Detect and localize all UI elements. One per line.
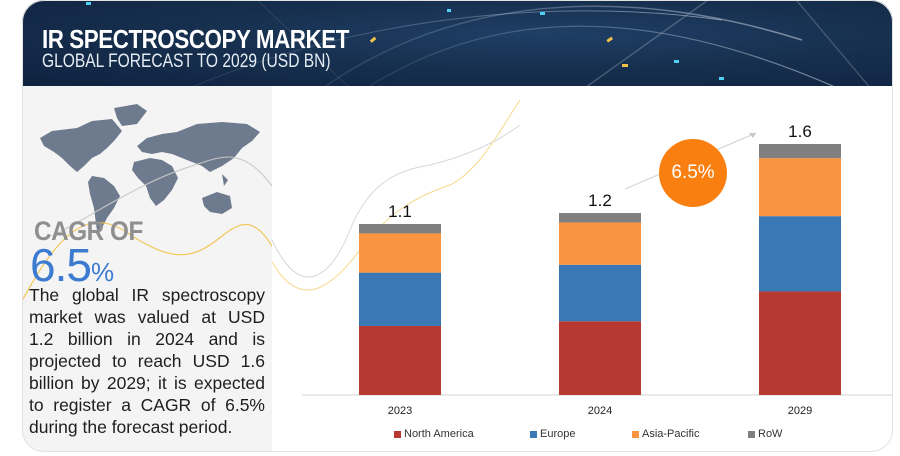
legend-swatch-icon <box>632 430 639 438</box>
x-tick-label-2023: 2023 <box>388 405 412 417</box>
fiber-optic-decoration <box>86 0 870 86</box>
total-label-2023: 1.1 <box>388 202 412 221</box>
card-frame <box>22 0 893 452</box>
legend-item-north-america: North America <box>394 428 474 440</box>
x-tick-label-2024: 2024 <box>588 405 612 417</box>
page-title: IR SPECTROSCOPY MARKET <box>42 24 349 54</box>
legend-item-row: RoW <box>748 428 782 440</box>
legend-swatch-icon <box>748 430 755 438</box>
bar-segment-europe-2023 <box>359 272 441 326</box>
bar-segment-north-america-2029 <box>759 291 841 395</box>
bar-segment-europe-2029 <box>759 216 841 292</box>
cagr-number: 6.5 <box>30 239 92 291</box>
cagr-percent-sign: % <box>90 257 114 287</box>
total-label-2029: 1.6 <box>788 122 812 141</box>
bar-segment-north-america-2024 <box>559 321 641 395</box>
summary-panel: CAGR OF 6.5% The global IR spectroscopy … <box>22 86 272 452</box>
cagr-bubble: 6.5% <box>659 139 727 207</box>
legend-label: RoW <box>758 428 783 440</box>
cagr-value: 6.5% <box>30 238 114 292</box>
x-tick-label-2029: 2029 <box>788 405 812 417</box>
legend-label: Europe <box>540 428 576 440</box>
bar-segment-europe-2024 <box>559 264 641 322</box>
legend-label: North America <box>404 428 474 440</box>
growth-arrow-head-icon <box>749 133 756 138</box>
legend-item-asia-pacific: Asia-Pacific <box>632 428 699 440</box>
legend-swatch-icon <box>530 430 537 438</box>
world-map-icon <box>22 104 272 302</box>
legend-item-europe: Europe <box>530 428 575 440</box>
decorative-gold-curve <box>271 99 521 291</box>
legend-label: Asia-Pacific <box>642 428 700 440</box>
bar-segment-asia-pacific-2029 <box>759 158 841 217</box>
legend-swatch-icon <box>394 430 401 438</box>
bar-segment-north-america-2023 <box>359 325 441 395</box>
bar-segment-row-2024 <box>559 213 641 223</box>
bar-segment-asia-pacific-2024 <box>559 222 641 265</box>
market-description: The global IR spectroscopy market was va… <box>29 285 265 437</box>
page-subtitle: GLOBAL FORECAST TO 2029 (USD BN) <box>42 51 331 72</box>
header-banner: IR SPECTROSCOPY MARKET GLOBAL FORECAST T… <box>22 0 893 86</box>
bar-segment-asia-pacific-2023 <box>359 233 441 273</box>
bar-segment-row-2023 <box>359 224 441 234</box>
decorative-gray-curve <box>271 124 521 278</box>
total-label-2024: 1.2 <box>588 191 612 210</box>
bar-segment-row-2029 <box>759 144 841 159</box>
cagr-label: CAGR OF <box>34 216 143 246</box>
